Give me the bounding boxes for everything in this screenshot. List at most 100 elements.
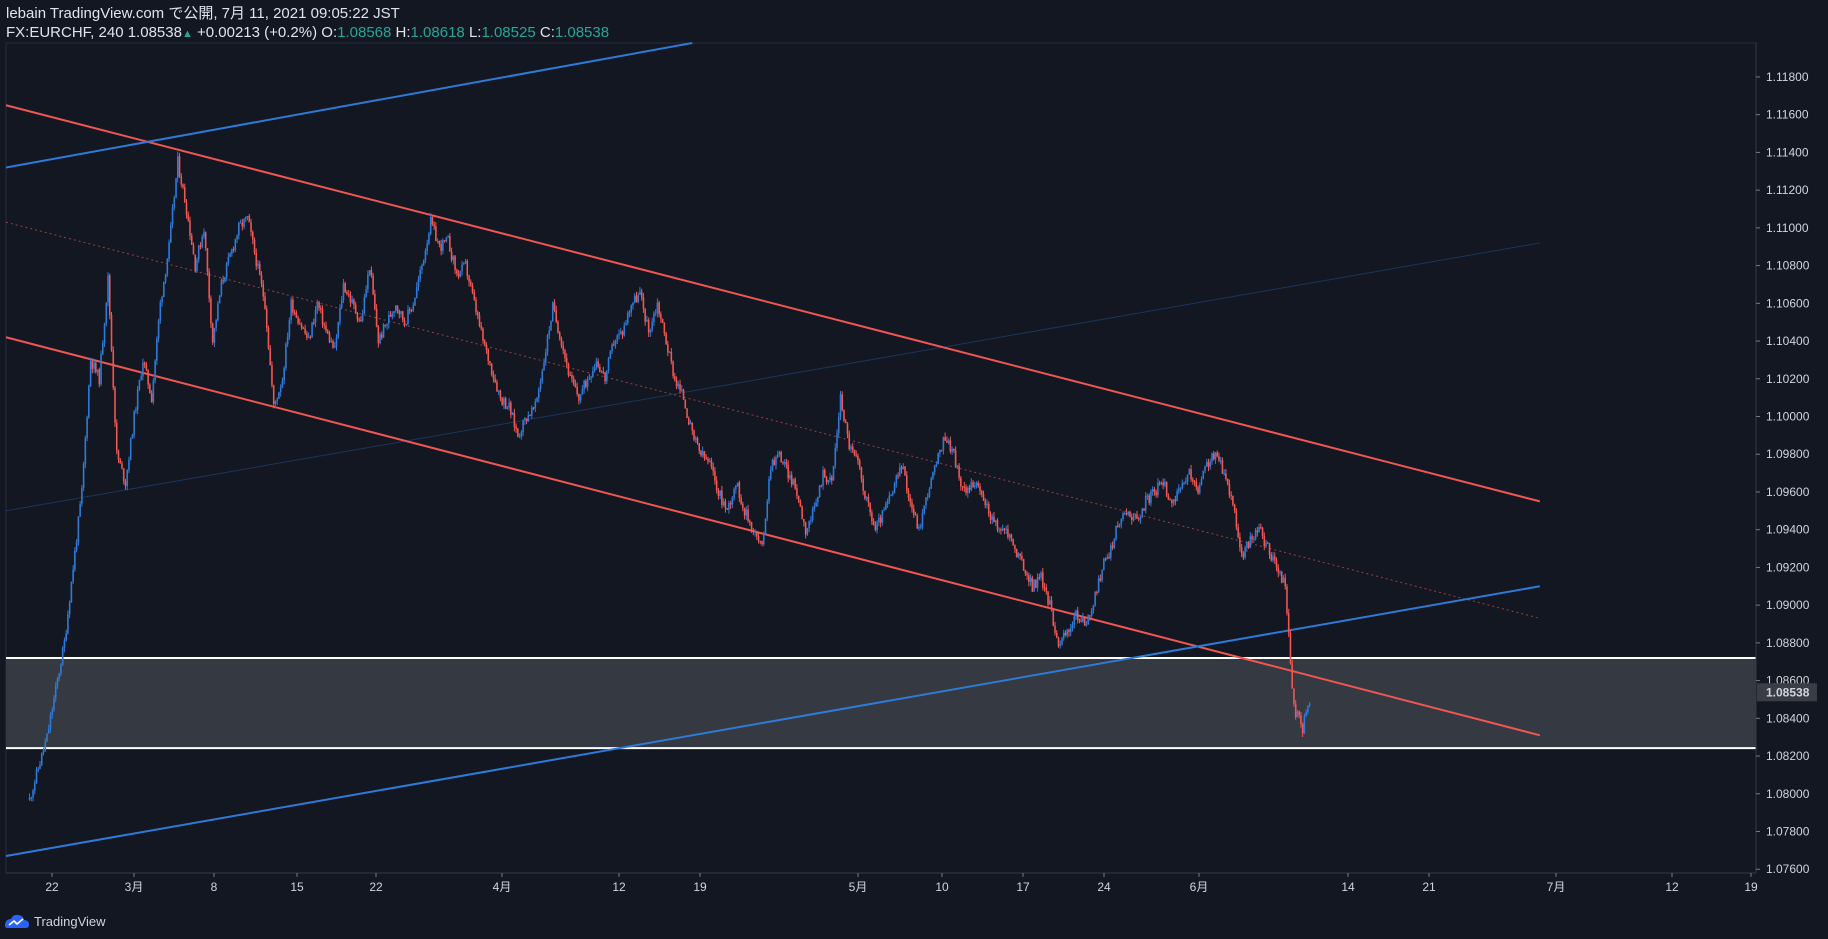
candle[interactable] [185, 198, 188, 219]
candle[interactable] [555, 305, 558, 324]
candle[interactable] [616, 334, 619, 344]
candle[interactable] [381, 331, 383, 340]
candle[interactable] [1185, 477, 1187, 485]
candle[interactable] [626, 310, 629, 326]
candle[interactable] [121, 461, 123, 470]
candle[interactable] [168, 239, 170, 263]
candle[interactable] [646, 315, 648, 323]
candle[interactable] [1280, 570, 1283, 584]
candle[interactable] [757, 532, 760, 544]
candle[interactable] [468, 274, 470, 287]
candle[interactable] [1232, 495, 1234, 507]
candle[interactable] [86, 415, 88, 442]
candle[interactable] [325, 321, 327, 333]
candle[interactable] [792, 478, 795, 486]
candle[interactable] [110, 312, 113, 352]
candle[interactable] [682, 388, 685, 400]
candle[interactable] [689, 419, 692, 425]
candle[interactable] [581, 385, 584, 395]
candle[interactable] [1014, 544, 1016, 553]
candle[interactable] [834, 443, 837, 469]
candle[interactable] [879, 514, 882, 528]
candle[interactable] [39, 761, 41, 770]
candle[interactable] [625, 320, 627, 326]
candle[interactable] [304, 324, 306, 335]
candle[interactable] [1219, 456, 1222, 465]
candle[interactable] [886, 498, 889, 508]
candle[interactable] [241, 218, 244, 231]
candle[interactable] [726, 508, 728, 510]
candle[interactable] [405, 323, 408, 327]
candle[interactable] [1183, 481, 1185, 485]
candle[interactable] [633, 293, 636, 304]
candle[interactable] [98, 367, 101, 388]
candle[interactable] [1211, 452, 1213, 465]
candle[interactable] [663, 322, 666, 337]
candle[interactable] [520, 430, 523, 440]
candle[interactable] [1263, 532, 1266, 551]
candle[interactable] [128, 456, 130, 474]
candle[interactable] [1089, 615, 1091, 621]
candle[interactable] [1268, 542, 1271, 559]
candle[interactable] [65, 629, 67, 642]
candle[interactable] [797, 495, 800, 504]
candle[interactable] [1035, 579, 1037, 589]
candle[interactable] [715, 476, 718, 494]
candle[interactable] [473, 289, 476, 301]
candle[interactable] [1007, 524, 1009, 540]
candle[interactable] [1162, 478, 1164, 490]
candle[interactable] [1181, 479, 1184, 490]
candle[interactable] [101, 340, 104, 356]
candle[interactable] [813, 502, 816, 512]
candle[interactable] [628, 309, 631, 318]
candle[interactable] [712, 462, 714, 476]
candle[interactable] [881, 510, 884, 526]
candle[interactable] [1127, 510, 1130, 517]
candle[interactable] [1113, 537, 1116, 550]
candle[interactable] [1157, 478, 1159, 498]
candle[interactable] [272, 384, 275, 409]
candle[interactable] [635, 291, 638, 303]
candle[interactable] [189, 216, 191, 241]
candle[interactable] [1226, 478, 1229, 486]
candle[interactable] [410, 308, 413, 313]
candle[interactable] [258, 260, 261, 276]
candle[interactable] [285, 342, 287, 371]
candle[interactable] [389, 311, 392, 318]
candle[interactable] [1083, 616, 1086, 627]
candle[interactable] [1240, 543, 1243, 558]
candle[interactable] [647, 317, 650, 338]
candle[interactable] [911, 498, 913, 513]
candle[interactable] [238, 221, 240, 240]
candle[interactable] [384, 324, 387, 328]
candle[interactable] [442, 238, 444, 255]
candle[interactable] [928, 486, 931, 498]
candle[interactable] [1239, 532, 1241, 552]
candle[interactable] [675, 376, 678, 390]
candle[interactable] [438, 240, 441, 248]
candle[interactable] [853, 449, 856, 457]
candle[interactable] [895, 474, 898, 488]
candle[interactable] [1256, 526, 1259, 537]
candle[interactable] [163, 281, 165, 298]
candle[interactable] [450, 247, 453, 263]
candle[interactable] [825, 475, 828, 485]
time-axis[interactable]: 22 3月 8 15 22 4月 12 19 5月 10 17 24 6月 14 21 7月 12 19 [6, 872, 1758, 894]
candle[interactable] [156, 336, 158, 366]
candle[interactable] [447, 235, 449, 238]
candle[interactable] [204, 231, 207, 251]
candle[interactable] [951, 446, 953, 455]
candle[interactable] [1087, 614, 1089, 625]
candle[interactable] [837, 412, 840, 438]
candle[interactable] [1200, 476, 1203, 486]
candle[interactable] [944, 432, 946, 442]
candle[interactable] [323, 322, 326, 330]
candle[interactable] [745, 506, 748, 520]
candle[interactable] [199, 242, 202, 250]
candle[interactable] [1254, 527, 1257, 541]
candle[interactable] [1017, 552, 1020, 559]
candle[interactable] [415, 282, 418, 299]
candle[interactable] [1094, 590, 1096, 607]
candle[interactable] [996, 518, 999, 533]
candle[interactable] [968, 484, 971, 494]
